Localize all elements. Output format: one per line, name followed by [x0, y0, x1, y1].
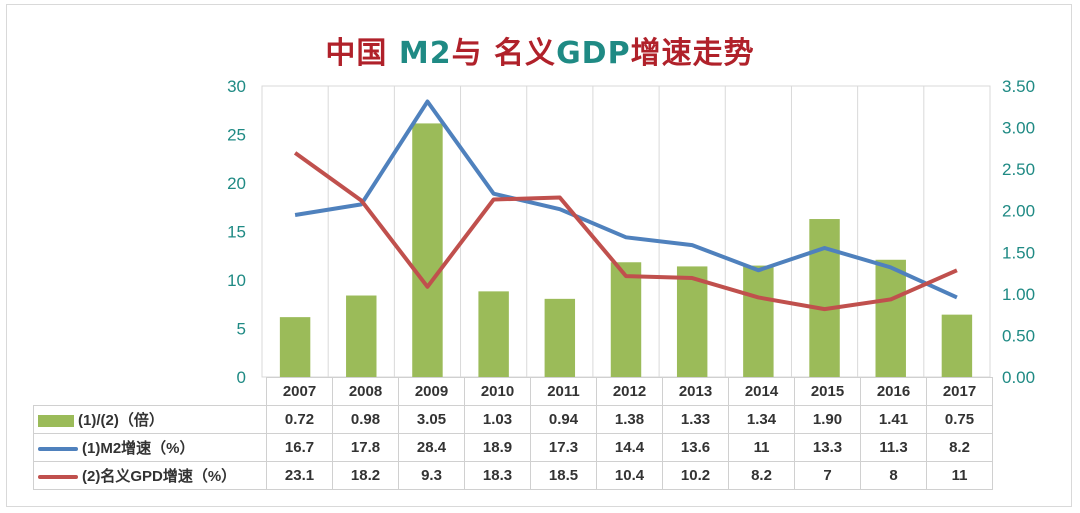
data-value: 10.4	[596, 461, 663, 490]
title-part: GDP	[556, 36, 631, 71]
data-value: 1.41	[860, 405, 927, 434]
data-value: 8	[860, 461, 927, 490]
data-value: 3.05	[398, 405, 465, 434]
left-axis-tick: 20	[227, 174, 246, 193]
bar	[610, 262, 642, 377]
right-axis-tick: 1.00	[1002, 285, 1035, 304]
data-value: 1.34	[728, 405, 795, 434]
right-axis-tick: 2.50	[1002, 160, 1035, 179]
legend-label: (1)M2增速（%）	[82, 440, 195, 457]
bar	[676, 266, 708, 377]
data-value: 11	[728, 433, 795, 462]
year-label: 2011	[530, 377, 597, 406]
data-value: 1.33	[662, 405, 729, 434]
data-value: 23.1	[266, 461, 333, 490]
year-label: 2015	[794, 377, 861, 406]
bar-legend-key	[38, 415, 74, 428]
data-value: 1.90	[794, 405, 861, 434]
data-value: 9.3	[398, 461, 465, 490]
bar	[544, 298, 576, 377]
data-value: 13.3	[794, 433, 861, 462]
bar	[346, 295, 377, 377]
year-label: 2009	[398, 377, 465, 406]
data-value: 16.7	[266, 433, 333, 462]
right-axis-tick: 3.00	[1002, 119, 1035, 138]
data-value: 1.03	[464, 405, 531, 434]
data-value: 18.2	[332, 461, 399, 490]
left-axis-tick: 25	[227, 126, 246, 145]
header-blank	[34, 378, 267, 406]
year-label: 2017	[926, 377, 993, 406]
left-axis-tick: 30	[227, 77, 246, 96]
title-part: 增速走势	[630, 36, 755, 71]
title-part: 与 名义	[451, 36, 557, 71]
data-value: 14.4	[596, 433, 663, 462]
bar	[743, 265, 774, 377]
bar	[809, 219, 840, 377]
data-table: 2007 2008 2009 2010 2011 2012 2013 2014 2015 2016…	[33, 377, 993, 490]
chart-title: 中国 M2与 名义GDP增速走势	[0, 28, 1080, 72]
left-axis-tick: 5	[237, 320, 246, 339]
year-label: 2007	[266, 377, 333, 406]
year-label: 2010	[464, 377, 531, 406]
series-row: (1)M2增速（%） 16.7 17.8 28.4 18.9 17.3 14.4 13.6 11…	[33, 433, 993, 462]
legend-entry: (1)M2增速（%）	[33, 433, 267, 462]
data-value: 0.72	[266, 405, 333, 434]
data-value: 18.5	[530, 461, 597, 490]
year-label: 2008	[332, 377, 399, 406]
data-value: 0.98	[332, 405, 399, 434]
title-part: M2	[398, 36, 452, 71]
bar	[279, 317, 311, 377]
right-axis-tick: 3.50	[1002, 77, 1035, 96]
data-value: 10.2	[662, 461, 729, 490]
data-value: 18.9	[464, 433, 531, 462]
legend-label: (1)/(2)（倍）	[78, 412, 164, 429]
data-value: 18.3	[464, 461, 531, 490]
series-row: (1)/(2)（倍） 0.72 0.98 3.05 1.03 0.94 1.38 1.33 1.…	[33, 405, 993, 434]
data-value: 17.8	[332, 433, 399, 462]
left-axis-tick: 0	[237, 368, 246, 387]
year-label: 2012	[596, 377, 663, 406]
bar	[875, 259, 906, 377]
data-value: 17.3	[530, 433, 597, 462]
right-axis-tick: 0.50	[1002, 326, 1035, 345]
data-value: 11	[926, 461, 993, 490]
data-value: 8.2	[926, 433, 993, 462]
right-axis-tick: 0.00	[1002, 368, 1035, 387]
year-label: 2016	[860, 377, 927, 406]
data-value: 11.3	[860, 433, 927, 462]
legend-entry: (1)/(2)（倍）	[33, 405, 267, 434]
chart-frame	[6, 4, 1072, 507]
line-legend-key	[38, 475, 78, 480]
year-label: 2014	[728, 377, 795, 406]
right-axis-tick: 2.00	[1002, 202, 1035, 221]
left-axis-tick: 15	[227, 223, 246, 242]
series-row: (2)名义GPD增速（%） 23.1 18.2 9.3 18.3 18.5 10.4 10.2…	[33, 461, 993, 490]
header-row: 2007 2008 2009 2010 2011 2012 2013 2014 2015 2016…	[34, 377, 993, 406]
data-value: 7	[794, 461, 861, 490]
data-value: 1.38	[596, 405, 663, 434]
left-axis-tick: 10	[227, 271, 246, 290]
legend-entry: (2)名义GPD增速（%）	[33, 461, 267, 490]
data-value: 0.94	[530, 405, 597, 434]
bar	[941, 314, 973, 377]
year-label: 2013	[662, 377, 729, 406]
data-value: 28.4	[398, 433, 465, 462]
line-legend-key	[38, 447, 78, 452]
legend-label: (2)名义GPD增速（%）	[82, 468, 237, 485]
data-value: 0.75	[926, 405, 993, 434]
data-value: 13.6	[662, 433, 729, 462]
bar	[412, 123, 443, 378]
title-part: 中国	[325, 36, 399, 71]
bar	[478, 291, 509, 377]
right-axis-tick: 1.50	[1002, 243, 1035, 262]
data-value: 8.2	[728, 461, 795, 490]
